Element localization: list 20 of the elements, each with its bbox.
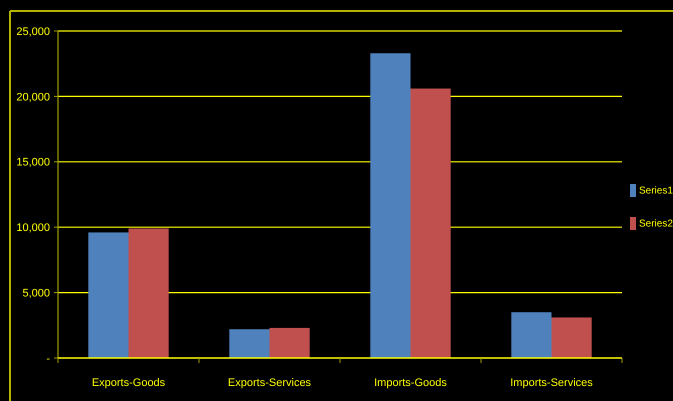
y-tick-label: 20,000 — [16, 91, 50, 104]
y-tick-label: 5,000 — [22, 287, 50, 300]
x-tick-label: Imports-Services — [510, 377, 594, 389]
legend-label: Series1 — [639, 186, 673, 196]
y-tick-label: - — [46, 352, 50, 365]
bar — [229, 329, 270, 358]
y-tick-label: 10,000 — [16, 222, 50, 234]
bar — [410, 88, 451, 358]
x-tick-label: Exports-Services — [228, 377, 312, 389]
x-tick-label: Imports-Goods — [374, 377, 448, 389]
bar — [88, 232, 128, 358]
y-tick-label: 15,000 — [16, 156, 50, 169]
bar — [270, 328, 310, 358]
legend-label: Series2 — [639, 218, 673, 230]
bar — [552, 317, 592, 358]
y-tick-label: 25,000 — [16, 26, 50, 38]
bar — [370, 53, 410, 358]
bar — [128, 228, 169, 358]
bar — [511, 312, 552, 358]
x-tick-label: Exports-Goods — [92, 377, 166, 389]
